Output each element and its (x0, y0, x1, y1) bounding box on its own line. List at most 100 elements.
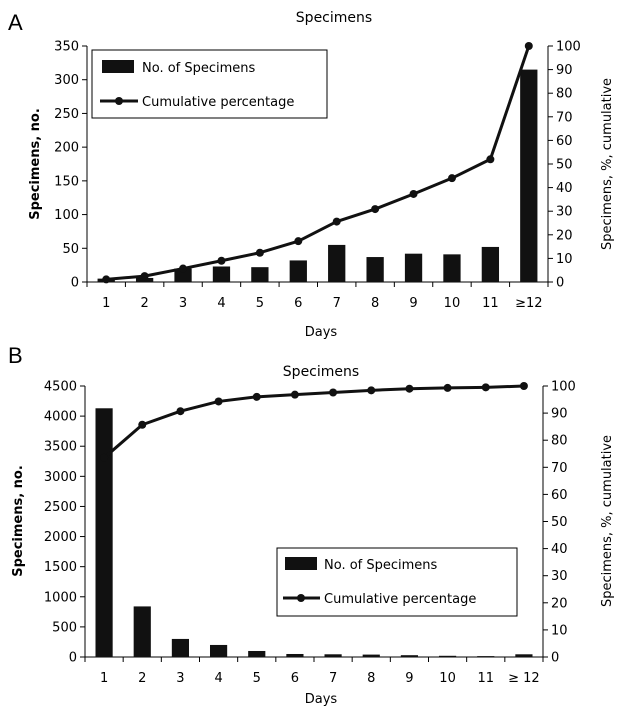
x-tick-label-b: 9 (405, 671, 413, 686)
x-tick-label-a: 2 (140, 296, 148, 311)
x-axis-label-a: Days (305, 325, 338, 340)
cumulative-point-b (329, 388, 338, 397)
x-tick-label-b: ≥ 12 (508, 671, 540, 686)
bar-a (251, 267, 269, 282)
y2-tick-label-a: 60 (556, 134, 573, 149)
panel-letter-a: A (8, 10, 23, 35)
y-tick-label-a: 100 (54, 208, 79, 223)
y-tick-label-b: 1000 (44, 590, 77, 605)
cumulative-point-a (332, 217, 341, 226)
cumulative-point-a (524, 42, 533, 50)
y-tick-label-b: 4500 (44, 380, 77, 395)
y-tick-label-a: 0 (71, 276, 79, 291)
x-tick-label-b: 4 (214, 671, 222, 686)
legend-label-line-b: Cumulative percentage (324, 592, 476, 607)
x-tick-label-a: 3 (179, 296, 187, 311)
y2-tick-label-a: 20 (556, 228, 573, 243)
legend-swatch-marker-a (115, 97, 123, 105)
bar-b (286, 653, 304, 657)
bar-a (481, 246, 500, 282)
bar-a (212, 266, 231, 282)
cumulative-point-a (409, 189, 418, 198)
bar-a (404, 253, 423, 282)
x-tick-label-b: 5 (253, 671, 261, 686)
cumulative-point-a (102, 275, 111, 284)
y2-tick-label-a: 30 (556, 205, 573, 220)
y-tick-label-a: 300 (54, 73, 79, 88)
plot-area-b: 0 500 1000 1500 2000 2500 3000 3500 4000 4500 0 10 2… (44, 380, 576, 687)
cumulative-point-b (214, 397, 223, 406)
y-tick-label-b: 3000 (44, 470, 77, 485)
cumulative-point-b (138, 420, 147, 429)
chart-title-a: Specimens (296, 10, 372, 26)
cumulative-point-a (140, 272, 149, 281)
cumulative-point-a (255, 248, 264, 257)
y2-tick-label-b: 60 (551, 488, 568, 503)
y2-tick-label-a: 80 (556, 87, 573, 102)
bar-b (324, 654, 342, 657)
y2-tick-label-a: 10 (556, 252, 573, 267)
bar-a (366, 257, 384, 282)
y-tick-label-b: 0 (69, 651, 77, 666)
legend-label-line-a: Cumulative percentage (142, 95, 294, 110)
cumulative-point-b (100, 453, 109, 462)
legend-b: No. of Specimens Cumulative percentage (276, 547, 518, 617)
x-tick-label-b: 2 (138, 671, 146, 686)
y-tick-label-a: 250 (54, 107, 79, 122)
legend-label-bar-a: No. of Specimens (142, 61, 256, 76)
y2-tick-label-a: 70 (556, 110, 573, 125)
y2-tick-label-a: 0 (556, 276, 564, 291)
y2-axis-label-b: Specimens, %, cumulative (600, 435, 615, 607)
x-tick-label-b: 10 (439, 671, 456, 686)
bar-b (95, 408, 113, 657)
y-axis-label-b: Specimens, no. (11, 465, 26, 577)
y-tick-label-b: 1500 (44, 560, 77, 575)
cumulative-point-a (294, 237, 303, 246)
cumulative-point-b (519, 382, 528, 390)
plot-area-a: 0 50 100 150 200 250 300 350 0 10 20 30 40 50 60 70 80 90… (54, 40, 581, 312)
x-tick-label-a: 4 (217, 296, 225, 311)
x-tick-label-a: 9 (409, 296, 417, 311)
x-tick-label-a: 10 (444, 296, 461, 311)
x-tick-label-a: 8 (371, 296, 379, 311)
y-tick-label-b: 500 (52, 620, 77, 635)
x-tick-label-b: 3 (176, 671, 184, 686)
y-tick-label-a: 150 (54, 174, 79, 189)
y2-tick-label-b: 0 (551, 651, 559, 666)
cumulative-point-b (290, 390, 299, 399)
legend-swatch-bar-b (285, 557, 317, 570)
bar-b (133, 606, 151, 657)
cumulative-line-a (106, 45, 531, 281)
bar-b (400, 655, 419, 657)
x-tick-label-a: 5 (256, 296, 264, 311)
bar-a (174, 268, 192, 282)
bar-b (438, 655, 457, 657)
y2-tick-label-b: 20 (551, 596, 568, 611)
cumulative-point-b (252, 392, 261, 401)
bar-b (209, 644, 228, 657)
cumulative-point-a (486, 155, 495, 164)
cumulative-point-b (367, 386, 376, 395)
y-tick-label-b: 4000 (44, 410, 77, 425)
y2-tick-label-b: 90 (551, 407, 568, 422)
x-tick-label-a: 7 (333, 296, 341, 311)
x-tick-label-a: ≥12 (515, 296, 542, 311)
x-axis-label-b: Days (305, 692, 338, 707)
cumulative-point-a (371, 205, 380, 214)
y2-tick-label-b: 10 (551, 623, 568, 638)
bar-a (328, 244, 346, 282)
y2-tick-label-b: 40 (551, 542, 568, 557)
y2-tick-label-a: 40 (556, 181, 573, 196)
y-tick-label-b: 3500 (44, 440, 77, 455)
cumulative-point-a (447, 174, 456, 183)
x-tick-label-a: 1 (102, 296, 110, 311)
panel-a: A Specimens Days Specimens, no. Specimen… (8, 10, 615, 340)
cumulative-point-a (217, 256, 226, 265)
y2-tick-label-a: 50 (556, 158, 573, 173)
y-tick-label-b: 2000 (44, 530, 77, 545)
bar-a (520, 69, 538, 282)
y2-tick-label-b: 100 (551, 380, 576, 395)
y-tick-label-a: 350 (54, 40, 79, 55)
x-tick-label-b: 1 (100, 671, 108, 686)
